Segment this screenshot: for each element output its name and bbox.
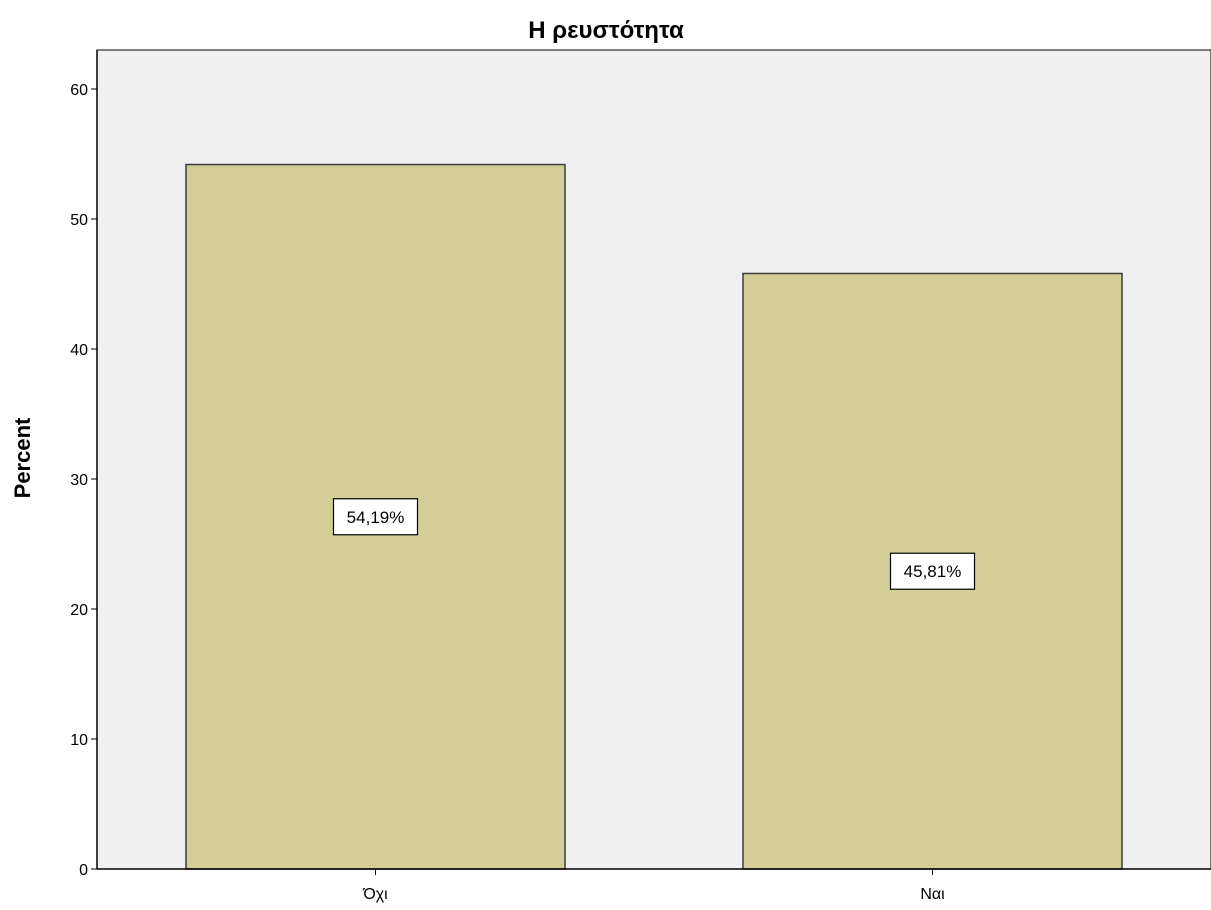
y-tick-label: 20 bbox=[70, 602, 88, 619]
y-tick-label: 60 bbox=[70, 82, 88, 99]
y-tick-label: 10 bbox=[70, 732, 88, 749]
chart-title: Η ρευστότητα bbox=[528, 17, 684, 44]
x-tick-label: Ναι bbox=[920, 886, 945, 903]
data-label-text: 45,81% bbox=[904, 562, 962, 581]
bar-data-labels: 54,19% 45,81% bbox=[332, 498, 976, 590]
data-label: 45,81% bbox=[889, 552, 976, 590]
y-tick-label: 30 bbox=[70, 472, 88, 489]
data-label-box bbox=[332, 498, 419, 536]
y-axis-ticks: 0 10 20 30 40 50 60 bbox=[70, 82, 97, 879]
data-label-box bbox=[889, 552, 976, 590]
data-label: 54,19% bbox=[332, 498, 419, 536]
y-tick-label: 40 bbox=[70, 342, 88, 359]
y-tick-label: 0 bbox=[79, 862, 88, 879]
y-tick-label: 50 bbox=[70, 212, 88, 229]
x-axis-ticks: Όχι Ναι bbox=[362, 869, 945, 903]
data-label-text: 54,19% bbox=[347, 508, 405, 527]
y-axis-label: Percent bbox=[10, 417, 35, 498]
x-tick-label: Όχι bbox=[362, 886, 388, 903]
